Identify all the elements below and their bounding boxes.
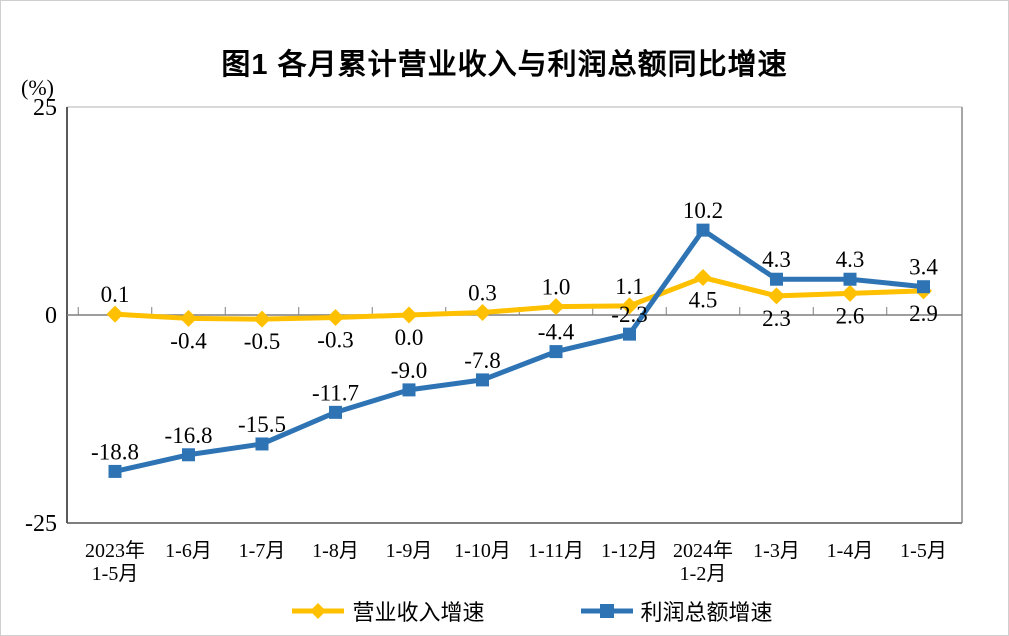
x-tick-label: 1-5月 bbox=[92, 563, 139, 585]
data-point-label: -0.3 bbox=[317, 327, 353, 352]
data-point-marker bbox=[841, 284, 859, 302]
legend-marker-profit-icon bbox=[580, 604, 633, 618]
data-point-label: 0.3 bbox=[468, 281, 497, 306]
x-tick-label: 1-8月 bbox=[312, 540, 359, 562]
data-point-label: -16.8 bbox=[165, 423, 213, 448]
data-point-label: -9.0 bbox=[391, 358, 427, 383]
x-tick-label: 1-3月 bbox=[753, 540, 800, 562]
x-tick-label: 1-10月 bbox=[454, 540, 511, 562]
data-point-label: -2.3 bbox=[611, 302, 647, 327]
x-tick-label: 1-9月 bbox=[386, 540, 433, 562]
legend-label-revenue: 营业收入增速 bbox=[352, 600, 485, 625]
data-point-label: -18.8 bbox=[91, 439, 139, 464]
data-point-label: 2.3 bbox=[762, 306, 791, 331]
data-point-marker bbox=[253, 310, 271, 328]
data-point-marker bbox=[476, 373, 489, 387]
data-point-marker bbox=[549, 345, 563, 359]
data-point-label: -15.5 bbox=[238, 412, 286, 437]
data-point-marker bbox=[547, 298, 565, 316]
data-point-label: 2.9 bbox=[909, 301, 938, 326]
data-point-label: 4.3 bbox=[836, 247, 865, 272]
legend-item-profit: 利润总额增速 bbox=[580, 595, 773, 627]
x-tick-label: 2024年 bbox=[673, 539, 733, 562]
data-point-marker bbox=[770, 272, 783, 286]
data-point-marker bbox=[402, 383, 416, 397]
y-tick-label: -25 bbox=[25, 511, 57, 537]
x-tick-label: 1-11月 bbox=[528, 540, 584, 562]
data-point-label: -0.5 bbox=[244, 329, 280, 354]
data-point-marker bbox=[106, 305, 124, 323]
data-point-label: 3.4 bbox=[909, 255, 938, 280]
data-point-label: 1.0 bbox=[542, 275, 571, 300]
data-point-label: -11.7 bbox=[312, 380, 359, 405]
legend-item-revenue: 营业收入增速 bbox=[291, 595, 485, 627]
x-tick-label: 1-4月 bbox=[827, 540, 874, 562]
data-point-marker bbox=[843, 272, 857, 286]
data-point-marker bbox=[694, 269, 712, 287]
data-point-marker bbox=[917, 280, 930, 294]
data-point-marker bbox=[474, 304, 491, 322]
data-point-label: -7.8 bbox=[464, 348, 500, 373]
data-point-marker bbox=[182, 448, 195, 462]
data-point-marker bbox=[623, 327, 636, 341]
data-point-label: 4.3 bbox=[762, 247, 791, 272]
y-tick-label: 25 bbox=[33, 95, 57, 121]
legend-label-profit: 利润总额增速 bbox=[640, 600, 773, 625]
data-point-label: -4.4 bbox=[538, 320, 575, 345]
x-tick-label: 1-6月 bbox=[165, 540, 212, 562]
data-point-label: 0.1 bbox=[101, 282, 130, 307]
data-point-label: 10.2 bbox=[683, 198, 723, 223]
data-point-marker bbox=[696, 223, 710, 237]
data-point-label: 1.1 bbox=[615, 274, 644, 299]
data-point-marker bbox=[768, 287, 785, 305]
chart-title: 图1 各月累计营业收入与利润总额同比增速 bbox=[221, 49, 788, 81]
data-point-marker bbox=[255, 437, 269, 451]
series-line-1 bbox=[112, 227, 926, 474]
y-tick-label: 0 bbox=[45, 303, 57, 329]
data-point-marker bbox=[329, 405, 342, 419]
data-point-marker bbox=[180, 309, 197, 327]
x-tick-label: 1-2月 bbox=[680, 563, 727, 585]
data-point-label: 2.6 bbox=[836, 303, 865, 328]
y-axis-unit-label: (%) bbox=[21, 75, 54, 100]
data-point-marker bbox=[327, 308, 344, 326]
x-tick-label: 1-5月 bbox=[900, 540, 947, 562]
x-tick-label: 1-12月 bbox=[601, 540, 658, 562]
data-point-marker bbox=[400, 306, 418, 324]
data-point-label: -0.4 bbox=[170, 328, 207, 353]
data-point-marker bbox=[621, 297, 638, 315]
data-point-label: 0.0 bbox=[395, 325, 424, 350]
data-point-marker bbox=[108, 464, 122, 478]
x-tick-label: 1-7月 bbox=[239, 540, 286, 562]
legend-marker-revenue-icon bbox=[292, 603, 345, 619]
series-line-0 bbox=[112, 275, 926, 322]
data-point-label: 4.5 bbox=[689, 288, 718, 313]
legend: 营业收入增速 利润总额增速 bbox=[1, 595, 1008, 627]
x-tick-label: 2023年 bbox=[85, 539, 145, 562]
